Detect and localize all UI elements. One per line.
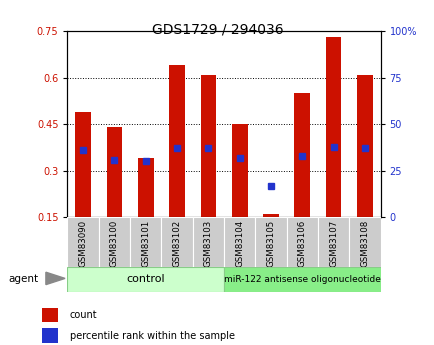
Text: agent: agent [9, 275, 39, 284]
Bar [255, 217, 286, 267]
Bar [224, 217, 255, 267]
Bar [67, 267, 224, 292]
Bar [67, 217, 99, 267]
Bar [231, 124, 247, 217]
Bar [42, 308, 58, 322]
Text: GSM83103: GSM83103 [204, 220, 212, 267]
Bar [200, 75, 216, 217]
Bar [356, 75, 372, 217]
Text: GSM83100: GSM83100 [110, 220, 118, 267]
Bar [294, 93, 309, 217]
Text: GSM83101: GSM83101 [141, 220, 150, 267]
Text: GSM83108: GSM83108 [360, 220, 368, 267]
Text: GSM83107: GSM83107 [329, 220, 337, 267]
Bar [138, 158, 153, 217]
Text: GSM83090: GSM83090 [79, 220, 87, 267]
Bar [106, 127, 122, 217]
Bar [286, 217, 317, 267]
Bar [99, 217, 130, 267]
Bar [75, 112, 91, 217]
Text: miR-122 antisense oligonucleotide: miR-122 antisense oligonucleotide [224, 275, 380, 284]
Polygon shape [46, 272, 65, 285]
Text: GSM83105: GSM83105 [266, 220, 275, 267]
Bar [317, 217, 349, 267]
Text: percentile rank within the sample: percentile rank within the sample [69, 331, 234, 341]
Bar [224, 267, 380, 292]
Bar [161, 217, 192, 267]
Bar [169, 65, 184, 217]
Text: GSM83104: GSM83104 [235, 220, 243, 267]
Text: GSM83102: GSM83102 [172, 220, 181, 267]
Bar [192, 217, 224, 267]
Bar [349, 217, 380, 267]
Bar [130, 217, 161, 267]
Text: GDS1729 / 294036: GDS1729 / 294036 [151, 22, 283, 37]
Bar [325, 37, 341, 217]
Text: control: control [126, 275, 164, 284]
Bar [42, 328, 58, 343]
Text: GSM83106: GSM83106 [297, 220, 306, 267]
Bar [263, 214, 278, 217]
Text: count: count [69, 310, 97, 320]
